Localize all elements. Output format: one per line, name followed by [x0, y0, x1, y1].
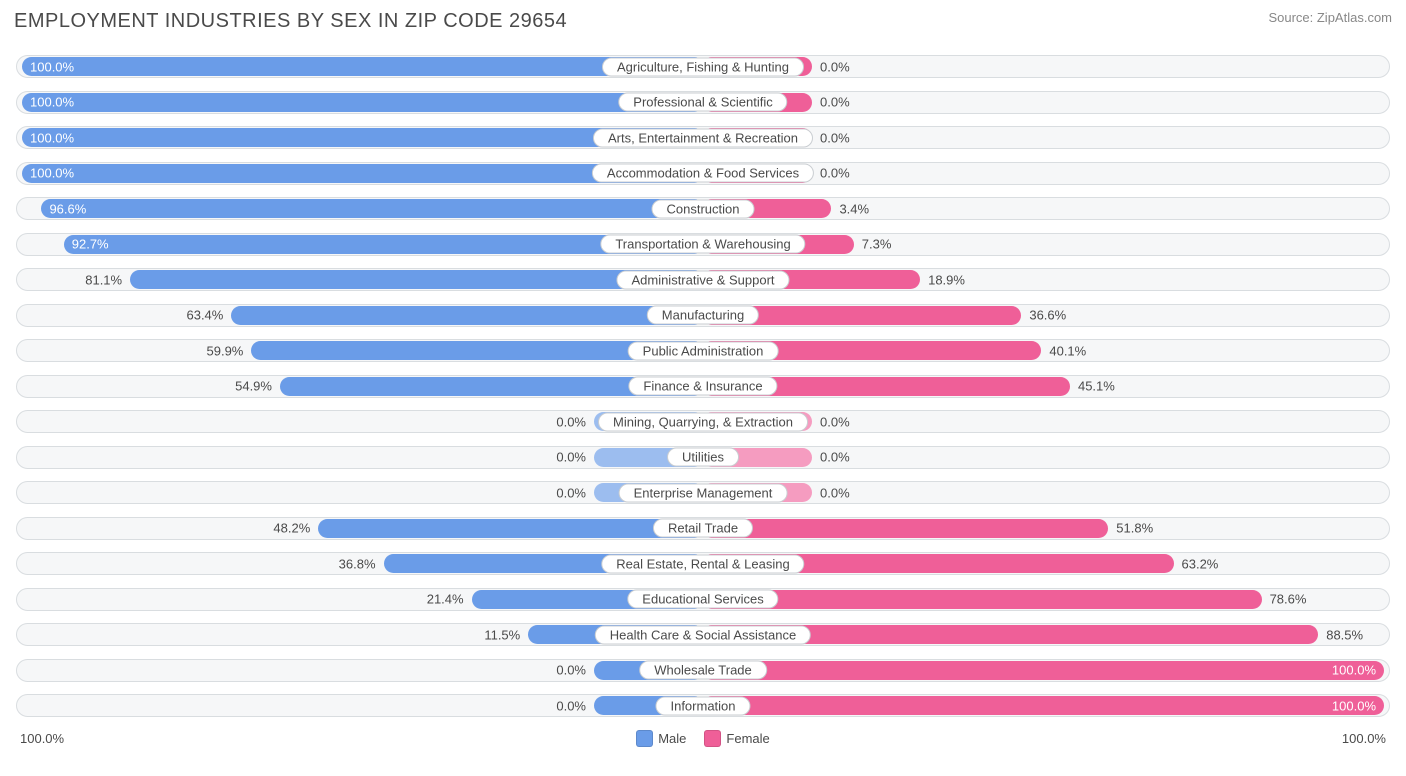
value-female: 3.4% — [839, 201, 869, 216]
table-row: 0.0% 0.0% Mining, Quarrying, & Extraction — [16, 406, 1390, 437]
value-male: 48.2% — [273, 521, 310, 536]
table-row: 100.0% 0.0% Professional & Scientific — [16, 87, 1390, 118]
category-label: Real Estate, Rental & Leasing — [601, 554, 804, 573]
table-row: 100.0% 0.0% Arts, Entertainment & Recreati… — [16, 122, 1390, 153]
category-label: Professional & Scientific — [618, 93, 787, 112]
legend-item-male: Male — [636, 730, 686, 747]
chart-header: EMPLOYMENT INDUSTRIES BY SEX IN ZIP CODE… — [14, 10, 1392, 33]
table-row: 36.8% 63.2% Real Estate, Rental & Leasing — [16, 548, 1390, 579]
value-male: 92.7% — [72, 237, 109, 252]
category-label: Administrative & Support — [616, 270, 789, 289]
category-label: Construction — [652, 199, 755, 218]
axis-row: 100.0% Male Female 100.0% — [14, 726, 1392, 747]
value-male: 100.0% — [30, 59, 74, 74]
category-label: Retail Trade — [653, 519, 753, 538]
category-label: Information — [655, 696, 750, 715]
bar-male — [231, 306, 704, 325]
table-row: 100.0% 0.0% Agriculture, Fishing & Hunting — [16, 51, 1390, 82]
category-label: Finance & Insurance — [628, 377, 777, 396]
value-female: 7.3% — [862, 237, 892, 252]
table-row: 21.4% 78.6% Educational Services — [16, 584, 1390, 615]
category-label: Arts, Entertainment & Recreation — [593, 128, 813, 147]
value-male: 36.8% — [339, 556, 376, 571]
bar-male — [41, 199, 704, 218]
value-female: 36.6% — [1029, 308, 1066, 323]
value-female: 100.0% — [1332, 698, 1376, 713]
value-female: 45.1% — [1078, 379, 1115, 394]
category-label: Enterprise Management — [619, 483, 788, 502]
value-male: 0.0% — [556, 414, 586, 429]
chart-source: Source: ZipAtlas.com — [1268, 10, 1392, 25]
table-row: 54.9% 45.1% Finance & Insurance — [16, 371, 1390, 402]
category-label: Mining, Quarrying, & Extraction — [598, 412, 808, 431]
table-row: 100.0% 0.0% Accommodation & Food Services — [16, 158, 1390, 189]
value-male: 0.0% — [556, 485, 586, 500]
legend-item-female: Female — [704, 730, 769, 747]
legend-label-male: Male — [658, 731, 686, 746]
bar-female — [702, 661, 1384, 680]
value-male: 54.9% — [235, 379, 272, 394]
legend-swatch-female — [704, 730, 721, 747]
value-female: 40.1% — [1049, 343, 1086, 358]
value-male: 21.4% — [427, 592, 464, 607]
table-row: 96.6% 3.4% Construction — [16, 193, 1390, 224]
value-male: 63.4% — [186, 308, 223, 323]
value-female: 78.6% — [1270, 592, 1307, 607]
legend-label-female: Female — [726, 731, 769, 746]
category-label: Public Administration — [628, 341, 779, 360]
value-female: 18.9% — [928, 272, 965, 287]
value-female: 0.0% — [820, 95, 850, 110]
value-female: 51.8% — [1116, 521, 1153, 536]
chart-title: EMPLOYMENT INDUSTRIES BY SEX IN ZIP CODE… — [14, 10, 567, 33]
category-label: Accommodation & Food Services — [592, 164, 814, 183]
table-row: 0.0% 100.0% Wholesale Trade — [16, 655, 1390, 686]
table-row: 63.4% 36.6% Manufacturing — [16, 300, 1390, 331]
table-row: 92.7% 7.3% Transportation & Warehousing — [16, 229, 1390, 260]
category-label: Wholesale Trade — [639, 661, 767, 680]
value-male: 59.9% — [207, 343, 244, 358]
axis-right-label: 100.0% — [1342, 731, 1386, 746]
bar-female — [702, 519, 1108, 538]
table-row: 11.5% 88.5% Health Care & Social Assistanc… — [16, 619, 1390, 650]
legend-swatch-male — [636, 730, 653, 747]
category-label: Educational Services — [627, 590, 778, 609]
table-row: 0.0% 0.0% Enterprise Management — [16, 477, 1390, 508]
value-male: 0.0% — [556, 450, 586, 465]
category-label: Manufacturing — [647, 306, 759, 325]
value-male: 100.0% — [30, 166, 74, 181]
value-female: 0.0% — [820, 166, 850, 181]
axis-left-label: 100.0% — [20, 731, 64, 746]
category-label: Agriculture, Fishing & Hunting — [602, 57, 804, 76]
value-male: 11.5% — [484, 627, 520, 642]
category-label: Health Care & Social Assistance — [595, 625, 811, 644]
value-male: 96.6% — [49, 201, 86, 216]
value-female: 0.0% — [820, 450, 850, 465]
value-female: 100.0% — [1332, 663, 1376, 678]
table-row: 0.0% 0.0% Utilities — [16, 442, 1390, 473]
value-male: 0.0% — [556, 663, 586, 678]
bar-male — [318, 519, 704, 538]
value-male: 100.0% — [30, 95, 74, 110]
legend: Male Female — [636, 730, 770, 747]
table-row: 81.1% 18.9% Administrative & Support — [16, 264, 1390, 295]
value-female: 63.2% — [1182, 556, 1219, 571]
table-row: 0.0% 100.0% Information — [16, 690, 1390, 721]
table-row: 59.9% 40.1% Public Administration — [16, 335, 1390, 366]
value-female: 0.0% — [820, 59, 850, 74]
value-female: 0.0% — [820, 130, 850, 145]
table-row: 48.2% 51.8% Retail Trade — [16, 513, 1390, 544]
value-female: 0.0% — [820, 414, 850, 429]
bar-female — [702, 590, 1262, 609]
bar-male — [22, 93, 704, 112]
value-female: 0.0% — [820, 485, 850, 500]
value-female: 88.5% — [1326, 627, 1363, 642]
chart-area: 100.0% 0.0% Agriculture, Fishing & Hunting… — [14, 51, 1392, 721]
bar-female — [702, 696, 1384, 715]
value-male: 0.0% — [556, 698, 586, 713]
value-male: 100.0% — [30, 130, 74, 145]
category-label: Transportation & Warehousing — [600, 235, 805, 254]
value-male: 81.1% — [85, 272, 122, 287]
category-label: Utilities — [667, 448, 739, 467]
